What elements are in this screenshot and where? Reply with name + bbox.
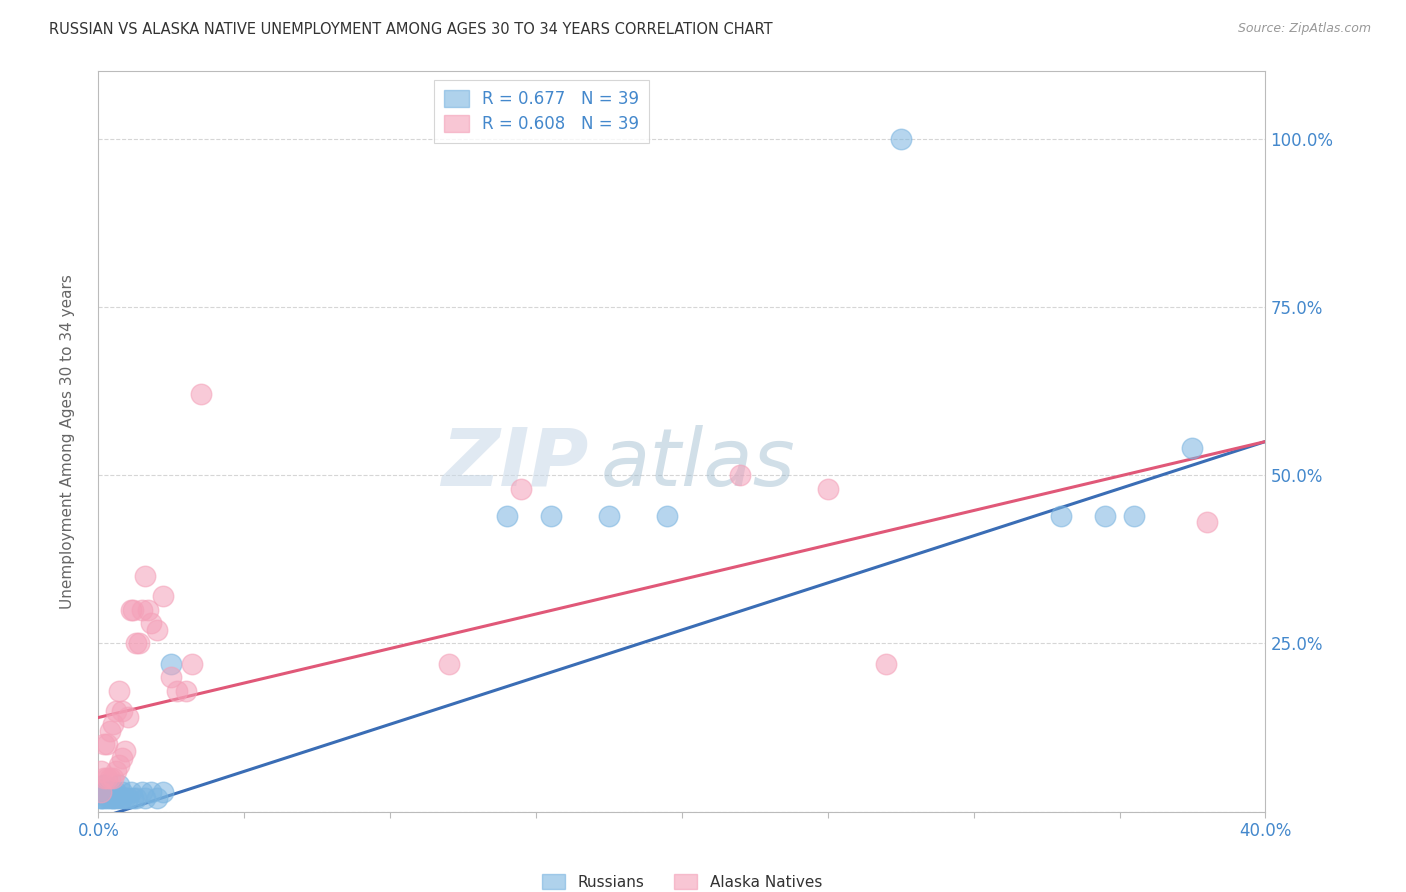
Point [111,791,134,805]
Point [104,704,127,718]
Point [1123,508,1146,523]
Point [114,744,136,758]
Point [98,723,121,738]
Point [104,784,127,798]
Point [1050,508,1073,523]
Point [93,771,115,785]
Point [104,764,127,779]
Point [108,791,131,805]
Point [98,784,121,798]
Point [117,710,139,724]
Point [108,683,131,698]
Point [437,657,460,671]
Point [90,791,112,805]
Point [598,508,620,523]
Point [120,784,142,798]
Point [101,717,124,731]
Point [160,657,183,671]
Point [131,784,153,798]
Point [114,791,136,805]
Point [101,771,124,785]
Point [875,657,897,671]
Point [96,738,118,752]
Point [139,616,162,631]
Point [1195,516,1218,530]
Point [108,778,131,792]
Point [90,764,112,779]
Point [104,791,127,805]
Point [890,131,912,145]
Text: RUSSIAN VS ALASKA NATIVE UNEMPLOYMENT AMONG AGES 30 TO 34 YEARS CORRELATION CHAR: RUSSIAN VS ALASKA NATIVE UNEMPLOYMENT AM… [49,22,773,37]
Point [1181,442,1204,456]
Point [1094,508,1116,523]
Point [101,784,124,798]
Text: Source: ZipAtlas.com: Source: ZipAtlas.com [1237,22,1371,36]
Point [108,757,131,772]
Point [134,791,156,805]
Point [146,791,169,805]
Point [817,482,839,496]
Point [96,791,118,805]
Point [152,784,174,798]
Text: ZIP: ZIP [441,425,589,503]
Point [136,603,159,617]
Point [101,791,124,805]
Point [93,791,115,805]
Point [90,791,112,805]
Point [190,387,212,401]
Point [125,791,148,805]
Point [101,791,124,805]
Point [495,508,517,523]
Point [540,508,562,523]
Point [160,670,183,684]
Point [111,751,134,765]
Legend: Russians, Alaska Natives: Russians, Alaska Natives [536,868,828,892]
Point [152,590,174,604]
Point [174,683,197,698]
Point [117,791,139,805]
Point [657,508,679,523]
Point [93,778,115,792]
Point [93,738,115,752]
Point [90,784,112,798]
Point [111,784,134,798]
Point [111,704,134,718]
Point [98,791,121,805]
Point [128,636,150,650]
Point [146,623,169,637]
Point [134,569,156,583]
Point [96,784,118,798]
Point [90,784,112,798]
Point [510,482,533,496]
Point [166,683,188,698]
Point [180,657,202,671]
Point [139,784,162,798]
Point [96,771,118,785]
Point [125,636,148,650]
Point [120,603,142,617]
Point [98,771,121,785]
Point [122,603,145,617]
Point [728,468,751,483]
Text: atlas: atlas [600,425,794,503]
Point [122,791,145,805]
Point [131,603,153,617]
Point [93,784,115,798]
Y-axis label: Unemployment Among Ages 30 to 34 years: Unemployment Among Ages 30 to 34 years [60,274,75,609]
